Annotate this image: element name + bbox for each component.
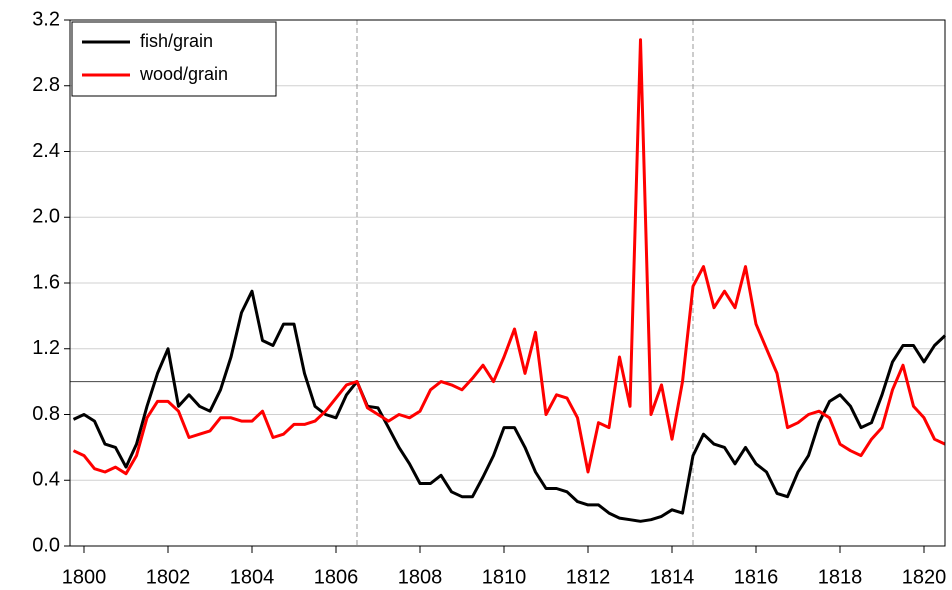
y-tick-label: 2.8 — [32, 74, 60, 96]
data-line — [72, 38, 946, 476]
y-tick-label: 0.8 — [32, 403, 60, 425]
x-tick-label: 1810 — [482, 566, 527, 588]
x-tick-label: 1812 — [566, 566, 611, 588]
y-tick-label: 2.4 — [32, 140, 60, 162]
x-tick-label: 1814 — [650, 566, 695, 588]
x-tick-label: 1816 — [734, 566, 779, 588]
y-tick-label: 0.4 — [32, 469, 60, 491]
y-tick-label: 2.0 — [32, 206, 60, 228]
x-tick-label: 1808 — [398, 566, 443, 588]
legend-box — [71, 21, 277, 97]
y-tick-label: 1.6 — [32, 271, 60, 293]
y-tick-label: 3.2 — [32, 8, 60, 30]
x-tick-label: 1820 — [902, 566, 947, 588]
plot-frame — [69, 19, 946, 547]
y-tick-label: 1.2 — [32, 337, 60, 359]
x-tick-label: 1806 — [314, 566, 359, 588]
x-tick-label: 1802 — [146, 566, 191, 588]
x-tick-label: 1800 — [62, 566, 107, 588]
legend-label: wood/grain — [139, 64, 228, 84]
y-tick-label: 0.0 — [32, 534, 60, 556]
x-tick-label: 1818 — [818, 566, 863, 588]
x-tick-label: 1804 — [230, 566, 275, 588]
data-line — [72, 289, 947, 523]
legend-label: fish/grain — [140, 31, 213, 51]
